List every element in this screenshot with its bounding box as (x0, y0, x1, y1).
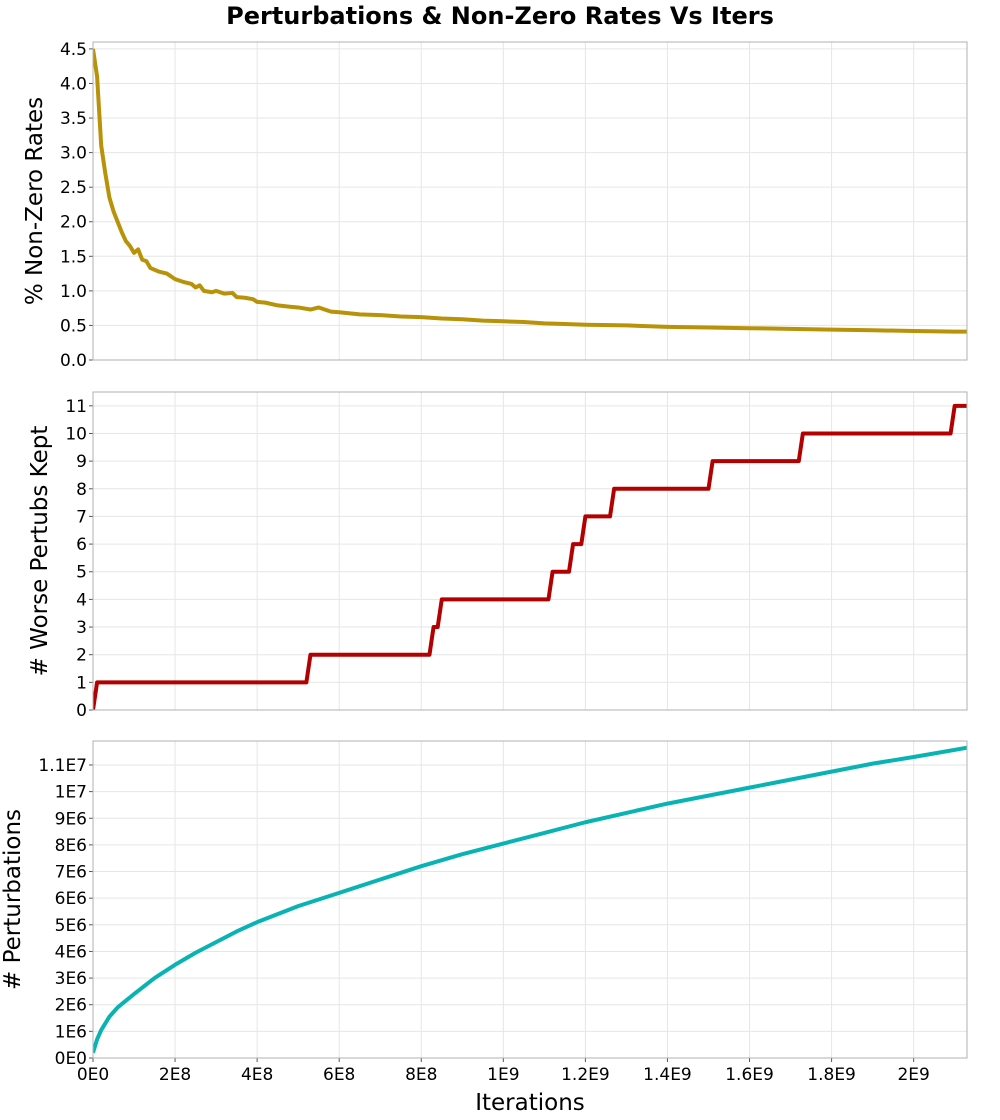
y-tick-label: 0.0 (60, 351, 87, 371)
y-tick-label: 3 (76, 618, 87, 638)
y-tick-label: 0 (76, 701, 87, 721)
y-tick-label: 11 (65, 397, 87, 417)
plot-area (93, 392, 967, 710)
y-tick-label: 0E0 (55, 1049, 87, 1069)
panel-2: 0 1 2 3 4 5 6 7 8 9 10 11 # Worse Pertubs Kept (27, 391, 968, 721)
y-axis-label: # Perturbations (0, 809, 26, 990)
y-tick-label: 8 (76, 480, 87, 500)
y-tick-label: 9 (76, 452, 87, 472)
x-tick-label: 1.8E9 (807, 1065, 856, 1085)
panel-1: 0.0 0.5 1.0 1.5 2.0 2.5 3.0 3.5 4.0 4.5 % Non-Zero… (22, 40, 968, 371)
panel-3: 0E0 1E6 2E6 3E6 4E6 5E6 6E6 7E6 8E6 9E6 1E7 1.1E7 0E… (0, 740, 968, 1085)
y-tick-label: 7E6 (55, 863, 87, 883)
y-tick-label: 1.0 (60, 282, 87, 302)
y-tick-label: 10 (65, 424, 87, 444)
plot-frame (92, 740, 968, 1059)
y-tick-label: 1 (76, 673, 87, 693)
y-tick-label: 9E6 (55, 809, 87, 829)
x-tick-label: 0E0 (77, 1065, 109, 1085)
x-tick-label: 8E8 (405, 1065, 437, 1085)
y-tick-label: 0.5 (60, 316, 87, 336)
plot-frame (92, 41, 968, 361)
y-tick-label: 6E6 (55, 889, 87, 909)
y-tick-label: 1.5 (60, 247, 87, 267)
y-tick-label: 5E6 (55, 916, 87, 936)
y-tick-label: 7 (76, 507, 87, 527)
y-tick-label: 1E7 (55, 783, 87, 803)
x-tick-label: 1.4E9 (643, 1065, 692, 1085)
y-tick-label: 4.5 (60, 40, 87, 60)
series-line-3 (93, 745, 967, 1054)
y-tick-label: 4.0 (60, 74, 87, 94)
plot-area (93, 741, 967, 1058)
y-axis-label: % Non-Zero Rates (22, 97, 48, 305)
x-tick-label: 1E9 (487, 1065, 519, 1085)
y-tick-label: 3E6 (55, 969, 87, 989)
x-axis-label: Iterations (475, 1090, 585, 1116)
y-tick-label: 6 (76, 535, 87, 555)
y-tick-label: 1.1E7 (38, 756, 87, 776)
y-axis-label: # Worse Pertubs Kept (27, 426, 53, 677)
y-tick-label: 2E6 (55, 996, 87, 1016)
y-tick-label: 2.5 (60, 178, 87, 198)
y-tick-label: 5 (76, 563, 87, 583)
x-tick-label: 1.6E9 (725, 1065, 774, 1085)
y-tick-label: 4 (76, 590, 87, 610)
plot-area (93, 42, 967, 360)
series-line-1 (93, 48, 967, 334)
x-tick-label: 2E9 (897, 1065, 929, 1085)
plot-frame (92, 391, 968, 711)
x-tick-label: 6E8 (323, 1065, 355, 1085)
chart-title: Perturbations & Non-Zero Rates Vs Iters (226, 2, 774, 30)
y-tick-label: 2.0 (60, 213, 87, 233)
y-tick-label: 4E6 (55, 942, 87, 962)
x-tick-label: 1.2E9 (561, 1065, 610, 1085)
x-tick-label: 2E8 (159, 1065, 191, 1085)
y-tick-label: 2 (76, 646, 87, 666)
y-tick-label: 8E6 (55, 836, 87, 856)
y-tick-label: 3.5 (60, 109, 87, 129)
series-line-2 (93, 403, 967, 710)
y-tick-label: 3.0 (60, 144, 87, 164)
y-tick-label: 1E6 (55, 1022, 87, 1042)
x-tick-label: 4E8 (241, 1065, 273, 1085)
